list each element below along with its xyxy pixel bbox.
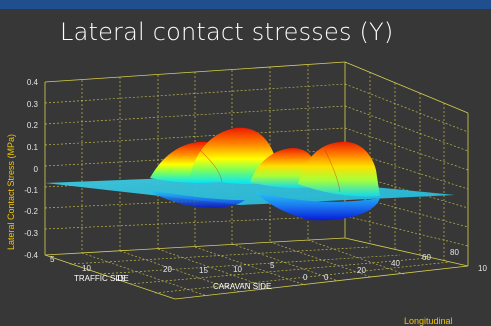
z-tick: 0.3 [27,100,39,109]
z-tick: 0.2 [27,121,39,130]
zero-plane [45,175,455,205]
z-tick: -0.4 [24,251,38,260]
z-tick: -0.3 [24,229,38,238]
lateral-tick: 10 [233,265,242,274]
title-bar [0,0,491,9]
lateral-tick: 10 [82,264,91,273]
caravan-side-label: CARAVAN SIDE [213,282,271,291]
lateral-tick: 20 [163,265,172,274]
traffic-side-label: TRAFFIC SIDE [74,274,129,283]
peak-caravan-2 [298,141,380,197]
longitudinal-axis: 0 20 40 60 80 10 Longitudinal [324,248,487,326]
lateral-axis: 5 10 15 20 15 10 5 0 TRAFFIC SIDE CARAVA… [50,255,308,291]
longitudinal-tick: 40 [391,259,400,268]
lateral-tick: 5 [50,255,55,264]
z-tick: 0.4 [27,78,39,87]
z-tick: 0.1 [27,143,39,152]
longitudinal-tick: 80 [450,248,459,257]
lateral-tick: 5 [270,261,275,270]
lateral-tick: 15 [199,266,208,275]
slide-title: Lateral contact stresses (Y) [60,18,394,46]
z-tick: -0.2 [24,207,38,216]
lateral-tick: 15 [116,274,125,283]
z-tick: -0.1 [24,186,38,195]
longitudinal-axis-label: Longitudinal [404,316,453,326]
surface [45,127,455,221]
longitudinal-tick: 10 [478,264,487,273]
lateral-tick: 0 [303,273,308,282]
plot-frame [44,61,469,300]
trough-negative-left [150,190,245,208]
z-axis-label: Lateral Contact Stress (MPa) [6,134,16,250]
z-axis: 0.4 0.3 0.2 0.1 0 -0.1 -0.2 -0.3 -0.4 La… [6,78,39,260]
trough-negative [255,192,380,221]
longitudinal-tick: 20 [357,266,366,275]
longitudinal-tick: 0 [324,273,329,282]
z-tick: 0 [34,165,39,174]
longitudinal-tick: 60 [422,253,431,262]
